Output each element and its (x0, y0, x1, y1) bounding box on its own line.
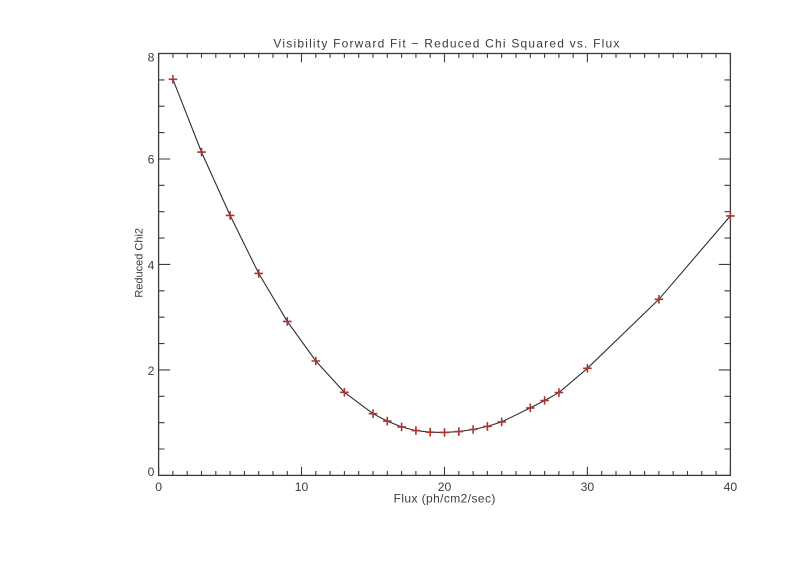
svg-text:40: 40 (724, 480, 738, 494)
svg-text:0: 0 (148, 465, 155, 479)
svg-text:20: 20 (438, 480, 452, 494)
svg-text:2: 2 (148, 364, 155, 378)
svg-text:0: 0 (155, 480, 162, 494)
svg-text:Reduced Chi2: Reduced Chi2 (134, 228, 146, 298)
svg-text:8: 8 (148, 50, 155, 64)
svg-text:10: 10 (295, 480, 309, 494)
svg-text:30: 30 (581, 480, 595, 494)
svg-text:Visibility Forward Fit − Reduc: Visibility Forward Fit − Reduced Chi Squ… (273, 37, 620, 51)
svg-text:4: 4 (148, 258, 155, 272)
svg-text:Flux (ph/cm2/sec): Flux (ph/cm2/sec) (394, 492, 496, 506)
svg-text:6: 6 (148, 153, 155, 167)
